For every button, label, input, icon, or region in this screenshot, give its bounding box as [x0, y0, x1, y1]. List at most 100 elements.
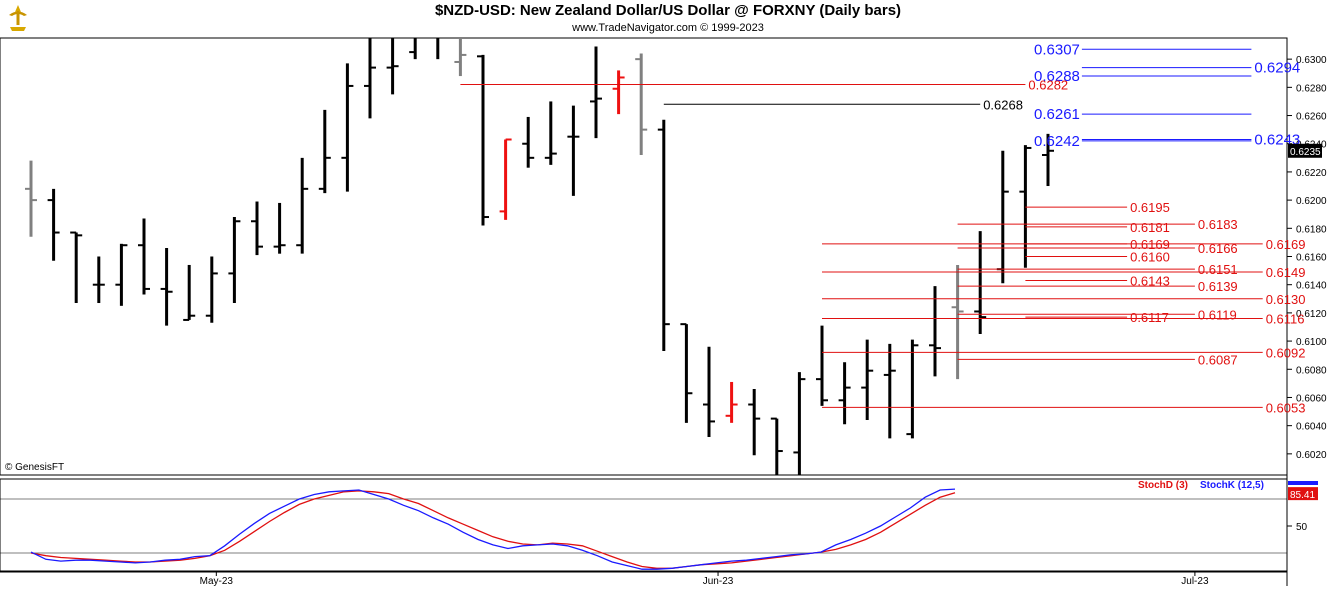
ohlc-bar: [318, 109, 331, 194]
ohlc-bar: [92, 256, 105, 304]
x-tick-label: May-23: [200, 576, 234, 587]
oscillator-last-label: 85.41: [1290, 490, 1315, 501]
ohlc-bar: [951, 264, 964, 380]
level-label: 0.6119: [1198, 307, 1237, 322]
level-label: 0.6288: [1034, 68, 1080, 85]
level-label: 0.6307: [1034, 41, 1080, 58]
ohlc-bar: [409, 38, 417, 60]
stochd-line: [30, 490, 956, 569]
ohlc-bar: [477, 54, 489, 226]
level-label: 0.6116: [1266, 312, 1305, 327]
ohlc-bar: [70, 231, 83, 304]
ohlc-bar: [544, 101, 557, 165]
y-tick-label: 0.6280: [1296, 83, 1327, 94]
y-tick-label: 0.6220: [1296, 168, 1327, 179]
stochd-tag: [1288, 487, 1318, 501]
stochk-line: [30, 488, 956, 570]
ohlc-bar: [793, 372, 806, 475]
trading-icon: [9, 5, 27, 31]
level-label: 0.6130: [1266, 292, 1306, 307]
level-label: 0.6195: [1130, 200, 1170, 215]
ohlc-bar: [929, 286, 941, 377]
level-label: 0.6160: [1130, 250, 1170, 265]
ohlc-bar: [770, 417, 783, 475]
level-label: 0.6181: [1130, 220, 1170, 235]
ohlc-bar: [838, 362, 851, 425]
ohlc-bar: [25, 160, 37, 237]
ohlc-bar: [341, 63, 354, 192]
ohlc-bar: [567, 105, 580, 196]
chart-subtitle: www.TradeNavigator.com © 1999-2023: [572, 22, 764, 34]
last-price-tag: [1288, 143, 1322, 158]
ohlc-bar: [160, 248, 173, 326]
level-label: 0.6139: [1198, 279, 1238, 294]
ohlc-bar: [364, 38, 376, 119]
ohlc-bar: [138, 218, 150, 295]
y-tick-label: 0.6140: [1296, 281, 1327, 292]
ohlc-bar: [996, 150, 1009, 284]
level-label: 0.6151: [1198, 262, 1238, 277]
ohlc-bar: [1019, 145, 1032, 268]
x-tick-label: Jul-23: [1181, 576, 1209, 587]
ohlc-bar: [205, 256, 218, 323]
ohlc-bar: [499, 138, 512, 220]
y-tick-label: 0.6100: [1296, 337, 1327, 348]
ohlc-bar: [680, 323, 693, 423]
ohlc-bar: [612, 70, 625, 115]
price-bars: [25, 38, 1054, 475]
ohlc-bar: [861, 339, 874, 421]
ohlc-bar: [703, 346, 715, 437]
x-tick-label: Jun-23: [703, 576, 734, 587]
y-tick-label: 0.6060: [1296, 393, 1327, 404]
ohlc-bar: [454, 38, 467, 77]
osc-y-tick-label: 50: [1296, 522, 1308, 533]
ohlc-bar: [115, 243, 128, 306]
ohlc-bar: [657, 119, 670, 351]
y-tick-label: 0.6020: [1296, 450, 1327, 461]
level-label: 0.6087: [1198, 352, 1238, 367]
level-label: 0.6149: [1266, 265, 1306, 280]
y-tick-label: 0.6120: [1296, 309, 1327, 320]
level-label: 0.6268: [983, 97, 1023, 112]
last-price-label: 0.6235: [1290, 147, 1321, 158]
chart-title: $NZD-USD: New Zealand Dollar/US Dollar @…: [434, 2, 902, 19]
level-label: 0.6053: [1266, 400, 1306, 415]
ohlc-bar: [47, 188, 60, 261]
level-label: 0.6242: [1034, 133, 1080, 150]
ohlc-bar: [883, 343, 896, 439]
ohlc-bar: [748, 389, 761, 456]
ohlc-bar: [590, 46, 602, 139]
ohlc-bar: [273, 202, 286, 254]
ohlc-bar: [906, 339, 919, 439]
ohlc-bar: [635, 53, 648, 156]
level-label: 0.6294: [1254, 60, 1300, 77]
ohlc-bar: [522, 116, 535, 168]
stochk-tag: [1288, 481, 1318, 485]
ohlc-bar: [436, 38, 440, 60]
data-credit: © GenesisFT: [5, 462, 65, 473]
y-tick-label: 0.6080: [1296, 365, 1327, 376]
y-tick-label: 0.6160: [1296, 253, 1327, 264]
level-label: 0.6282: [1028, 78, 1068, 93]
y-tick-label: 0.6260: [1296, 112, 1327, 123]
ohlc-bar: [816, 325, 828, 406]
level-label: 0.6183: [1198, 217, 1238, 232]
y-tick-label: 0.6300: [1296, 55, 1327, 66]
ohlc-bar: [725, 381, 738, 423]
ohlc-bar: [228, 217, 241, 304]
stochk-legend: StochK (12,5): [1200, 480, 1264, 491]
level-label: 0.6261: [1034, 106, 1080, 123]
level-label: 0.6117: [1130, 310, 1169, 325]
level-label: 0.6166: [1198, 241, 1238, 256]
ohlc-bar: [296, 157, 309, 254]
stochd-legend: StochD (3): [1138, 480, 1188, 491]
y-tick-label: 0.6180: [1296, 224, 1327, 235]
ohlc-bar: [1042, 133, 1054, 187]
ohlc-bar: [386, 38, 399, 95]
y-tick-label: 0.6200: [1296, 196, 1327, 207]
y-tick-label: 0.6040: [1296, 422, 1327, 433]
level-label: 0.6143: [1130, 273, 1170, 288]
level-label: 0.6092: [1266, 345, 1306, 360]
